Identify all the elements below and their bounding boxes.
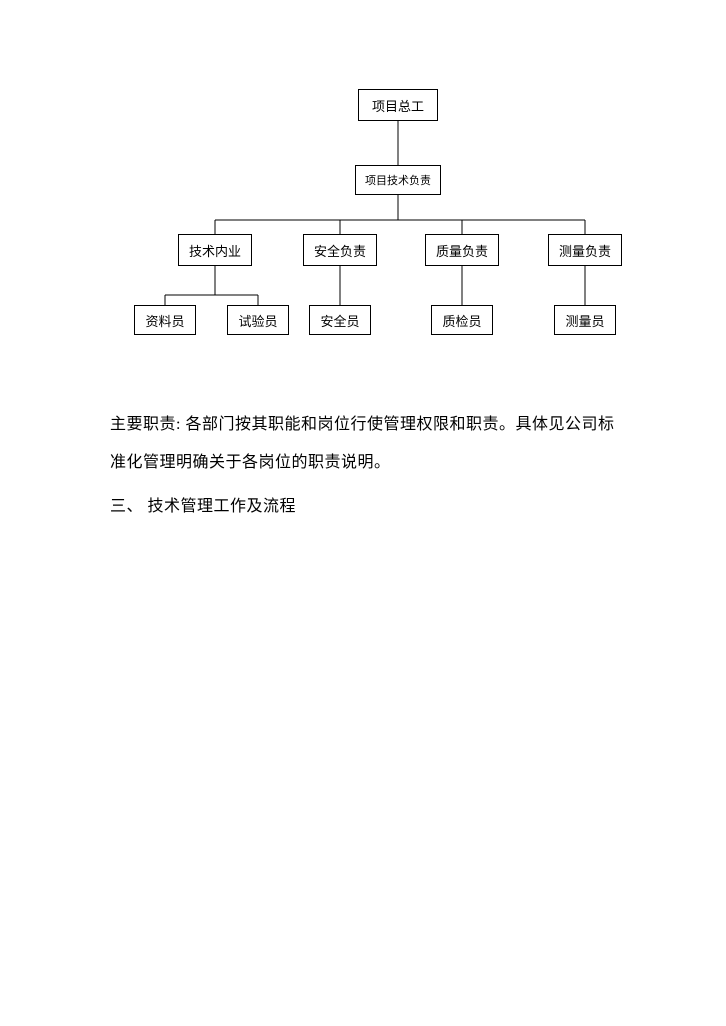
- org-node-n1: 项目技术负责: [355, 165, 441, 195]
- org-node-n2: 技术内业: [178, 234, 252, 266]
- org-node-n3: 安全负责: [303, 234, 377, 266]
- org-node-n9: 质检员: [431, 305, 493, 335]
- org-node-n5: 测量负责: [548, 234, 622, 266]
- section-heading-3: 三、 技术管理工作及流程: [110, 488, 630, 526]
- org-node-n4: 质量负责: [425, 234, 499, 266]
- org-node-n10: 测量员: [554, 305, 616, 335]
- org-node-n0: 项目总工: [358, 89, 438, 121]
- org-chart-connectors: [0, 0, 726, 400]
- document-page: 项目总工项目技术负责技术内业 安全负责 质量负责 测量负责资料员 试验员安全员 质检员 测量…: [0, 0, 726, 1026]
- org-node-n6: 资料员: [134, 305, 196, 335]
- org-chart: 项目总工项目技术负责技术内业 安全负责 质量负责 测量负责资料员 试验员安全员 质检员 测量…: [0, 0, 726, 400]
- responsibilities-paragraph: 主要职责: 各部门按其职能和岗位行使管理权限和职责。具体见公司标准化管理明确关于…: [110, 406, 630, 483]
- org-node-n7: 试验员: [227, 305, 289, 335]
- org-node-n8: 安全员: [309, 305, 371, 335]
